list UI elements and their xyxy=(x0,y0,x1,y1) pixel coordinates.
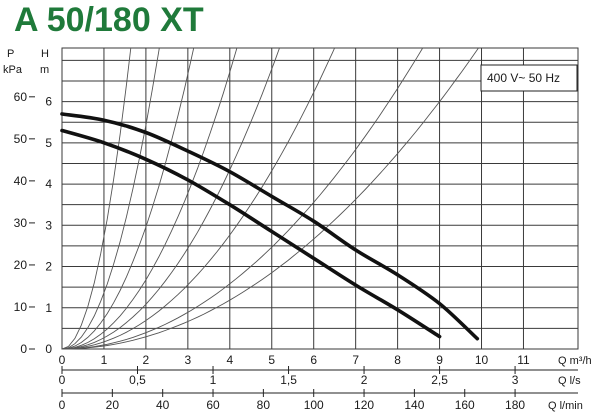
legend-box-frame xyxy=(480,64,578,92)
flow-lmin-tick-labels: 0 20 40 60 80 100 120 140 160 180 xyxy=(59,389,525,412)
flow-lmin-tick-label: 80 xyxy=(257,398,271,412)
system-curve-line xyxy=(61,47,424,350)
head-tick-label: 4 xyxy=(45,177,52,191)
left-axes: P kPa H m 0 10 20 30 40 50 60 0 1 2 3 4 5 6 xyxy=(3,48,52,356)
flow-lmin-tick-label: 0 xyxy=(59,398,66,412)
flow-m3h-tick-label: 1 xyxy=(101,353,108,367)
flow-lmin-tick-label: 180 xyxy=(505,398,525,412)
system-curve-line xyxy=(61,47,132,350)
pressure-axis-label: P xyxy=(7,48,14,60)
flow-ls-tick-label: 2,5 xyxy=(431,373,448,387)
flow-m3h-tick-label: 4 xyxy=(226,353,233,367)
flow-lmin-tick-label: 160 xyxy=(455,398,475,412)
flow-m3h-tick-label: 7 xyxy=(352,353,359,367)
flow-ls-tick-label: 1 xyxy=(210,373,217,387)
system-curve-line xyxy=(61,47,160,350)
system-curve-line xyxy=(61,47,280,350)
legend-box: 400 V~ 50 Hz xyxy=(480,64,578,92)
system-curve-line xyxy=(61,47,479,350)
head-tick-label: 6 xyxy=(45,95,52,109)
flow-m3h-tick-label: 9 xyxy=(436,353,443,367)
head-tick-label: 5 xyxy=(45,136,52,150)
system-curve-line xyxy=(61,47,238,350)
flow-lmin-tick-label: 40 xyxy=(156,398,170,412)
flow-ls-axis-label: Q l/s xyxy=(558,375,581,387)
system-curve-line xyxy=(61,47,336,350)
head-tick-label: 2 xyxy=(45,260,52,274)
flow-lmin-axis-label: Q l/min xyxy=(548,400,583,412)
flow-lmin-tick-label: 140 xyxy=(404,398,424,412)
flow-m3h-tick-label: 5 xyxy=(268,353,275,367)
chart-grid xyxy=(61,47,579,350)
pressure-axis-unit: kPa xyxy=(3,64,23,76)
pressure-tick-label: 10 xyxy=(14,300,28,314)
system-curves xyxy=(61,47,479,350)
pressure-tick-label: 40 xyxy=(14,174,28,188)
head-tick-labels: 0 1 2 3 4 5 6 xyxy=(45,95,52,356)
chart-title: A 50/180 XT xyxy=(14,1,204,39)
system-curve-line xyxy=(61,47,195,350)
flow-ls-tick-label: 3 xyxy=(512,373,519,387)
bottom-axes: 0 1 2 3 4 5 6 7 8 9 10 11 Q m³/h 0 0,5 1 1,5 2 2,5 3 Q l/… xyxy=(59,353,592,412)
pressure-tick-label: 0 xyxy=(20,342,27,356)
flow-ls-tick-label: 0,5 xyxy=(129,373,146,387)
pressure-tick-label: 50 xyxy=(14,132,28,146)
pressure-tick-label: 20 xyxy=(14,258,28,272)
flow-lmin-tick-label: 20 xyxy=(106,398,120,412)
pump-curve-max-speed xyxy=(60,112,480,341)
head-tick-label: 3 xyxy=(45,218,52,232)
flow-lmin-tick-label: 120 xyxy=(354,398,374,412)
plot-frame xyxy=(61,47,579,350)
flow-m3h-tick-label: 3 xyxy=(185,353,192,367)
pressure-tick-labels: 0 10 20 30 40 50 60 xyxy=(14,90,35,356)
flow-lmin-tick-label: 100 xyxy=(304,398,324,412)
flow-m3h-tick-label: 0 xyxy=(59,353,66,367)
legend-voltage-label: 400 V~ 50 Hz xyxy=(487,71,560,85)
flow-lmin-tick-label: 60 xyxy=(206,398,220,412)
flow-m3h-tick-label: 8 xyxy=(394,353,401,367)
head-axis-unit: m xyxy=(40,64,49,76)
pressure-tick-label: 30 xyxy=(14,216,28,230)
flow-ls-tick-label: 1,5 xyxy=(280,373,297,387)
flow-m3h-tick-label: 6 xyxy=(310,353,317,367)
flow-ls-tick-labels: 0 0,5 1 1,5 2 2,5 3 xyxy=(59,366,519,387)
flow-m3h-tick-label: 11 xyxy=(517,353,530,367)
pump-curves xyxy=(60,112,480,341)
head-axis-label: H xyxy=(41,48,49,60)
pressure-tick-label: 60 xyxy=(14,90,28,104)
flow-ls-tick-label: 0 xyxy=(59,373,66,387)
pump-curve-min-speed xyxy=(60,128,442,339)
flow-m3h-axis-label: Q m³/h xyxy=(558,355,592,367)
head-tick-label: 0 xyxy=(45,342,52,356)
flow-m3h-tick-labels: 0 1 2 3 4 5 6 7 8 9 10 11 xyxy=(59,353,530,367)
flow-ls-tick-label: 2 xyxy=(361,373,368,387)
flow-m3h-tick-label: 2 xyxy=(143,353,150,367)
flow-m3h-tick-label: 10 xyxy=(475,353,489,367)
head-tick-label: 1 xyxy=(45,301,52,315)
